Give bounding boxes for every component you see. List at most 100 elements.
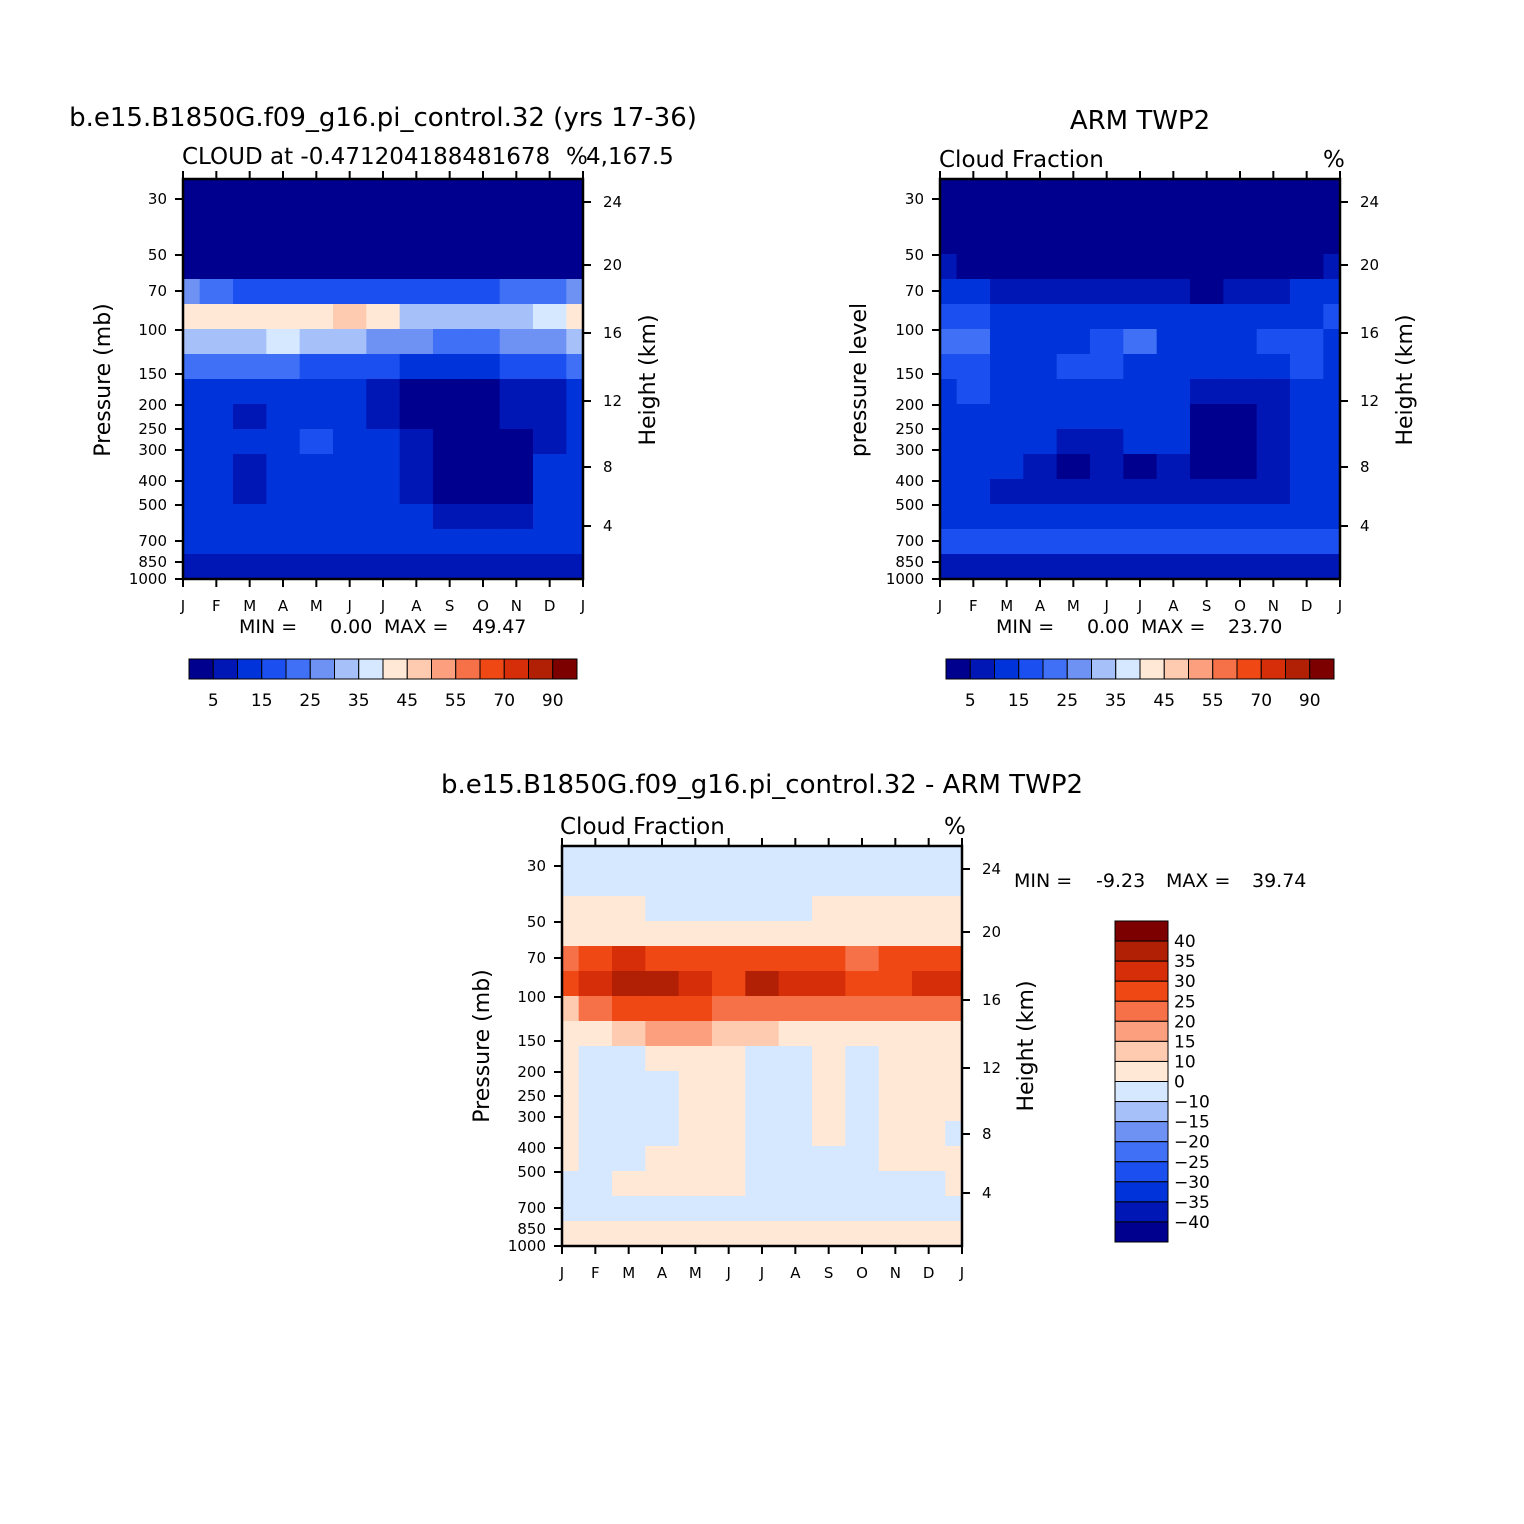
model-cell xyxy=(233,554,267,580)
obs-cell xyxy=(1156,179,1191,205)
model-cell xyxy=(433,279,467,305)
model-cell xyxy=(366,304,401,330)
model-y2-axis-label: Height (km) xyxy=(636,314,661,445)
model-cell xyxy=(399,379,434,405)
obs-cell xyxy=(1223,379,1258,405)
obs-cell xyxy=(1256,554,1291,580)
model-cell xyxy=(299,254,334,280)
model-y2-tick-label: 8 xyxy=(603,458,613,476)
model-cell xyxy=(533,254,567,280)
model-cell xyxy=(299,179,334,205)
obs-cell xyxy=(1090,304,1124,330)
diff-cell xyxy=(578,1046,613,1072)
obs-cell xyxy=(1156,279,1191,305)
obs-x-tick-label: N xyxy=(1268,597,1279,615)
diff-cell xyxy=(678,946,713,972)
diff-y-axis-label: Pressure (mb) xyxy=(470,969,495,1123)
obs-cell xyxy=(1123,429,1158,455)
model-cell xyxy=(333,554,367,580)
diff-cell xyxy=(878,971,913,997)
diff-cell xyxy=(645,971,680,997)
obs-cell xyxy=(1056,229,1091,255)
model-cell xyxy=(333,329,367,355)
diff-colorbar-label: −35 xyxy=(1174,1193,1210,1213)
obs-cell xyxy=(1223,529,1258,555)
model-subtitle: CLOUD at -0.471204188481678 xyxy=(182,144,550,170)
model-cell xyxy=(266,479,301,505)
obs-cell xyxy=(956,429,991,455)
model-cell xyxy=(183,454,201,480)
obs-cell xyxy=(1223,179,1258,205)
obs-cell xyxy=(1023,379,1058,405)
diff-cell xyxy=(945,996,963,1022)
obs-y-tick-label: 250 xyxy=(895,420,924,438)
diff-cell xyxy=(612,921,646,947)
model-y-tick-label: 70 xyxy=(148,282,167,300)
diff-cell xyxy=(612,946,646,972)
model-cell xyxy=(466,229,501,255)
obs-cell xyxy=(1190,229,1224,255)
model-cell xyxy=(466,454,501,480)
diff-colorbar-box xyxy=(1114,1101,1169,1123)
model-cell xyxy=(566,479,584,505)
model-cell xyxy=(199,454,234,480)
diff-x-tick-label: J xyxy=(759,1264,764,1282)
obs-cell xyxy=(1256,504,1291,530)
model-cell xyxy=(199,304,234,330)
model-cell xyxy=(499,304,534,330)
model-x-tick-label: J xyxy=(346,597,351,615)
diff-cell xyxy=(678,1196,713,1222)
obs-cell xyxy=(1190,429,1224,455)
diff-cell xyxy=(578,946,613,972)
diff-cell xyxy=(562,971,580,997)
model-cell xyxy=(333,529,367,555)
obs-cell xyxy=(1156,354,1191,380)
diff-cell xyxy=(712,871,746,897)
obs-cell xyxy=(1290,254,1324,280)
model-cell xyxy=(266,429,301,455)
obs-cell xyxy=(1290,529,1324,555)
diff-cell xyxy=(878,1171,913,1197)
diff-cell xyxy=(712,896,746,922)
diff-cell xyxy=(878,1071,913,1097)
diff-cell xyxy=(712,1196,746,1222)
model-x-tick-label: M xyxy=(243,597,256,615)
model-cell xyxy=(399,329,434,355)
diff-cell xyxy=(878,1096,913,1122)
model-cell xyxy=(533,179,567,205)
diff-cell xyxy=(845,1146,880,1172)
model-colorbar-label: 25 xyxy=(299,691,321,711)
obs-cell xyxy=(1190,404,1224,430)
diff-cell xyxy=(812,921,846,947)
diff-cell xyxy=(878,846,913,872)
diff-cell xyxy=(778,1071,813,1097)
model-cell xyxy=(333,429,367,455)
model-cell xyxy=(499,504,534,530)
diff-cell xyxy=(878,1046,913,1072)
diff-cell xyxy=(778,1146,813,1172)
diff-x-tick-label: J xyxy=(725,1264,730,1282)
diff-cell xyxy=(612,1046,646,1072)
model-title: b.e15.B1850G.f09_g16.pi_control.32 (yrs … xyxy=(69,103,697,133)
model-cell xyxy=(533,479,567,505)
model-cell xyxy=(433,329,467,355)
obs-cell xyxy=(956,529,991,555)
model-cell xyxy=(533,404,567,430)
obs-subtitle-percent: % xyxy=(1323,147,1345,173)
obs-cell xyxy=(1056,554,1091,580)
diff-colorbar-label: −25 xyxy=(1174,1153,1210,1173)
obs-cell xyxy=(1123,179,1158,205)
obs-x-tick-label: D xyxy=(1301,597,1313,615)
model-colorbar-label: 15 xyxy=(251,691,273,711)
diff-cell xyxy=(712,996,746,1022)
model-colorbar-box xyxy=(334,658,360,680)
obs-cell xyxy=(1323,329,1341,355)
model-colorbar-box xyxy=(479,658,505,680)
obs-y2-tick-label: 8 xyxy=(1360,458,1370,476)
obs-cell xyxy=(1323,229,1341,255)
diff-cell xyxy=(812,1196,846,1222)
diff-colorbar-label: 20 xyxy=(1174,1012,1196,1032)
model-y2-tick-label: 16 xyxy=(603,324,622,342)
obs-cell xyxy=(1023,179,1058,205)
diff-colorbar-box xyxy=(1114,1161,1169,1183)
